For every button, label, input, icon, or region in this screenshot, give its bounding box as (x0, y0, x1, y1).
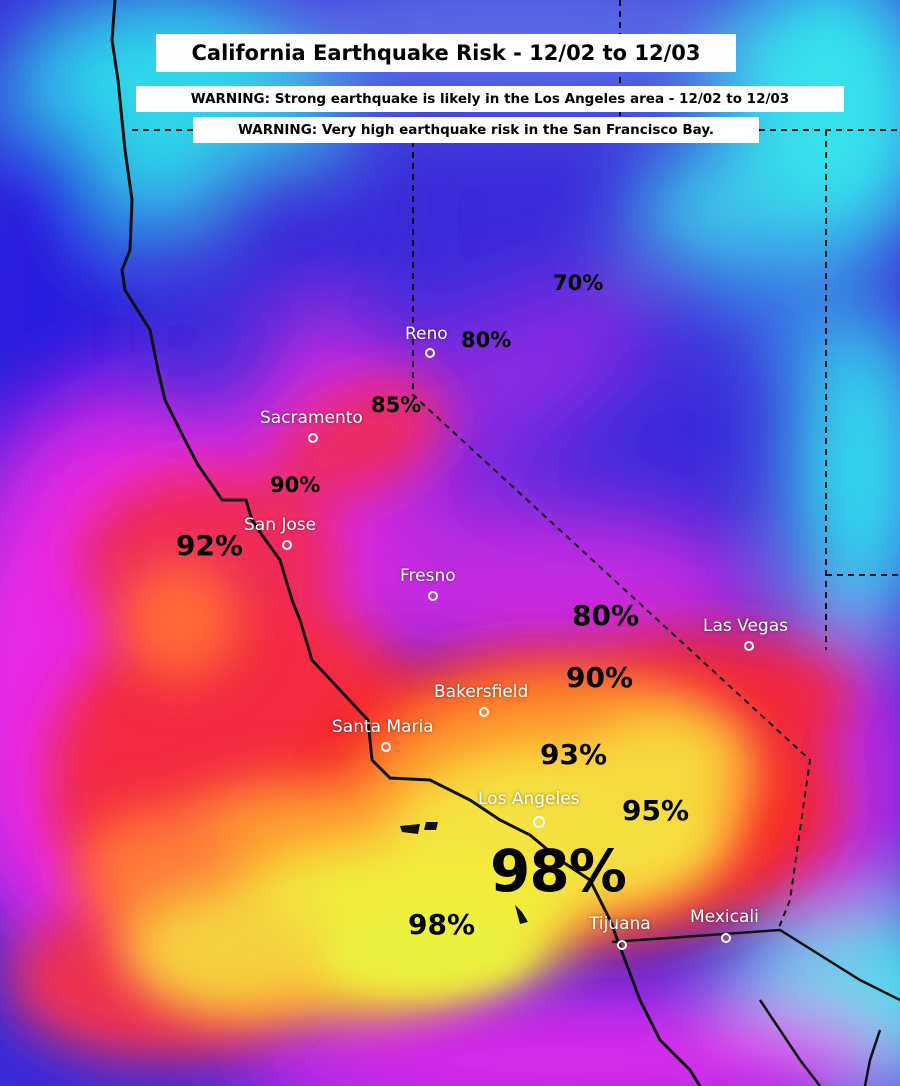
risk-label-93: 93% (540, 738, 608, 771)
city-markers (282, 348, 754, 950)
gulf-coast (758, 999, 821, 1086)
risk-label-la-98: 98% (490, 837, 627, 905)
risk-label-95: 95% (622, 794, 690, 827)
city-label-fresno: Fresno (400, 566, 456, 586)
map-title: California Earthquake Risk - 12/02 to 12… (156, 34, 736, 72)
city-label-bakersfield: Bakersfield (434, 682, 529, 702)
city-label-las-vegas: Las Vegas (703, 616, 788, 636)
city-label-reno: Reno (405, 324, 448, 344)
risk-label-85: 85% (371, 393, 422, 417)
state-borders (132, 0, 900, 931)
risk-label-reno-80: 80% (461, 328, 512, 352)
city-label-los-angeles: Los Angeles (478, 789, 580, 809)
coastline (110, 0, 702, 1086)
warning-la: WARNING: Strong earthquake is likely in … (136, 86, 844, 112)
mexico-border (611, 928, 900, 1002)
warning-sf: WARNING: Very high earthquake risk in th… (193, 117, 759, 143)
city-label-santa-maria: Santa Maria (332, 717, 434, 737)
channel-islands (400, 822, 528, 924)
risk-label-south-90: 90% (566, 661, 634, 694)
city-label-tijuana: Tijuana (589, 914, 651, 934)
city-label-san-jose: San Jose (244, 515, 317, 535)
risk-label-south-80: 80% (572, 599, 640, 632)
city-label-mexicali: Mexicali (690, 907, 759, 927)
city-label-sacramento: Sacramento (260, 408, 363, 428)
risk-label-70: 70% (553, 271, 604, 295)
risk-label-sea-98: 98% (408, 908, 476, 941)
risk-label-bay-90: 90% (270, 473, 321, 497)
risk-label-92: 92% (176, 529, 244, 562)
